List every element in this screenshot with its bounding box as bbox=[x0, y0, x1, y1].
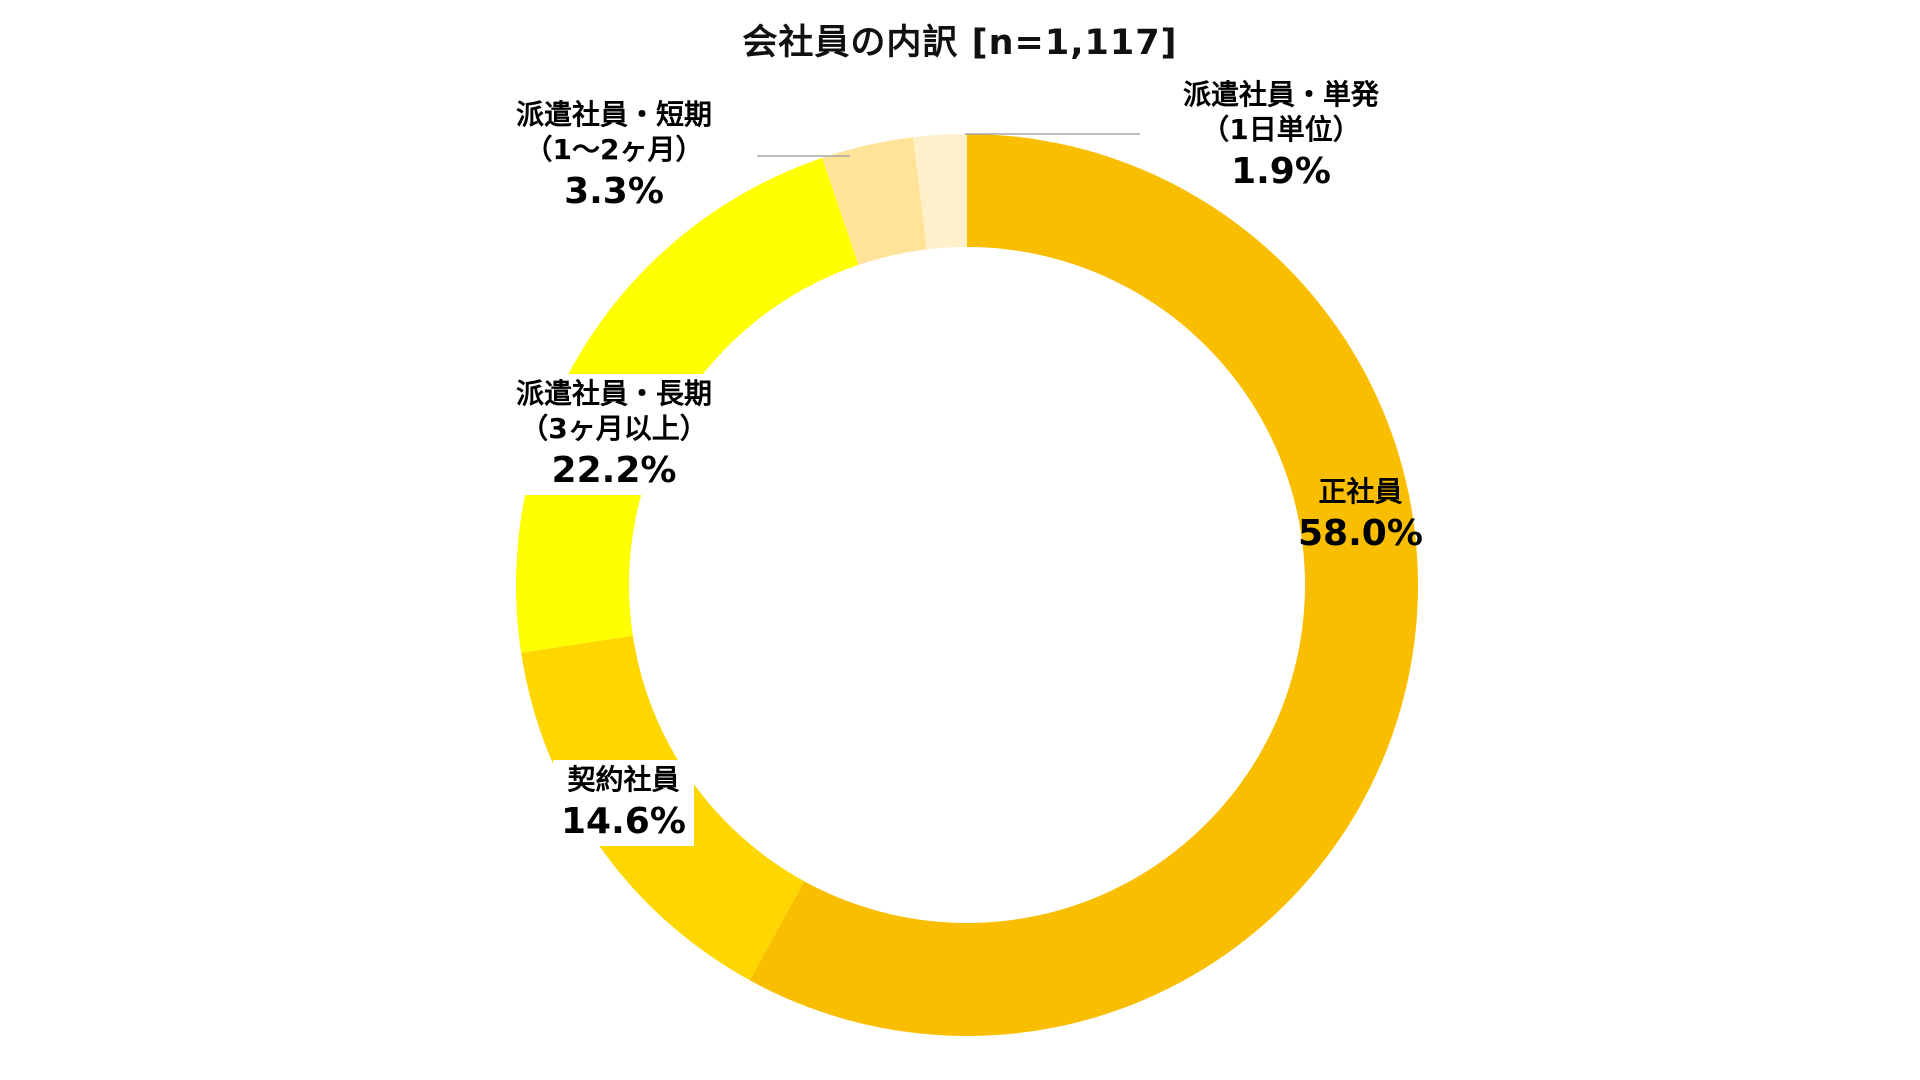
slice-label-line: 派遣社員・短期 bbox=[516, 98, 713, 131]
slice-label-line: 派遣社員・長期 bbox=[516, 377, 713, 410]
slice-label-line: （1日単位） bbox=[1201, 113, 1361, 146]
slice-label-line: （3ヶ月以上） bbox=[520, 412, 708, 445]
donut-slice-3 bbox=[822, 137, 927, 265]
donut-slice-4 bbox=[913, 134, 967, 250]
slice-label-haken-daily: 派遣社員・単発 （1日単位） 1.9% bbox=[1175, 75, 1387, 196]
slice-label-line: 契約社員 bbox=[567, 763, 680, 796]
donut-slice-2 bbox=[516, 157, 859, 653]
slice-label-haken-long: 派遣社員・長期 （3ヶ月以上） 22.2% bbox=[508, 374, 721, 495]
slice-value-label: 14.6% bbox=[561, 801, 686, 842]
leader-lines bbox=[757, 133, 1140, 157]
chart-title: 会社員の内訳 [n=1,117] bbox=[742, 23, 1178, 63]
slice-value-label: 1.9% bbox=[1231, 151, 1331, 192]
slice-label-seishain: 正社員 58.0% bbox=[1290, 472, 1431, 558]
slice-label-haken-short: 派遣社員・短期 （1〜2ヶ月） 3.3% bbox=[508, 95, 720, 216]
slice-label-line: 正社員 bbox=[1318, 475, 1403, 508]
slice-value-label: 58.0% bbox=[1298, 513, 1423, 554]
donut-slice-0 bbox=[749, 134, 1418, 1036]
donut-slices bbox=[516, 134, 1418, 1036]
slice-value-label: 3.3% bbox=[564, 171, 664, 212]
slice-label-keiyaku: 契約社員 14.6% bbox=[553, 760, 694, 846]
slice-value-label: 22.2% bbox=[551, 450, 677, 491]
slice-label-line: （1〜2ヶ月） bbox=[524, 133, 704, 166]
slice-label-line: 派遣社員・単発 bbox=[1183, 78, 1380, 111]
